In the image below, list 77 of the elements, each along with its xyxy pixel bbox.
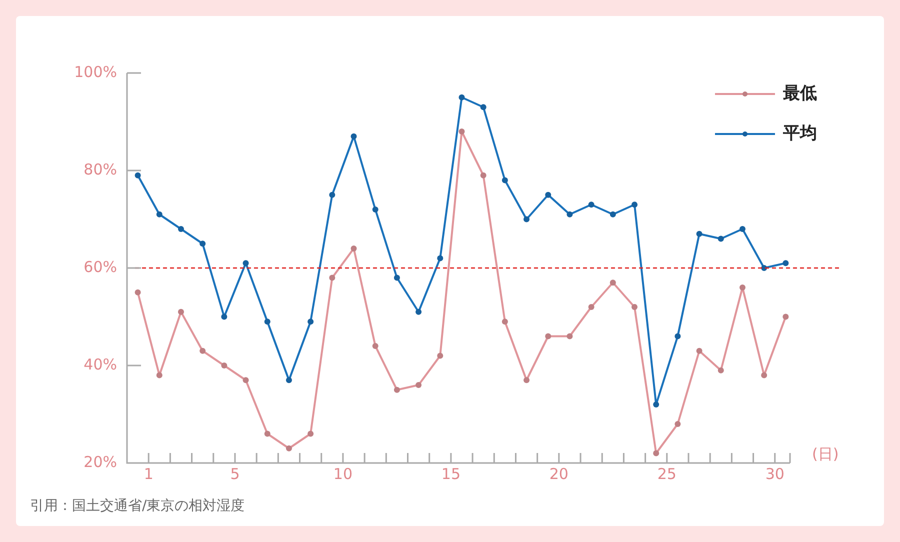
point	[545, 192, 552, 198]
legend-label: 平均	[782, 123, 817, 144]
x-axis-title: (日)	[812, 444, 839, 463]
point	[632, 202, 638, 208]
x-tick-label: 25	[657, 464, 676, 483]
point	[134, 289, 141, 296]
point	[156, 211, 162, 218]
point	[286, 445, 292, 452]
point	[653, 402, 660, 408]
point	[264, 430, 270, 437]
point	[221, 314, 228, 320]
point	[350, 133, 357, 140]
point	[242, 377, 249, 384]
point	[458, 94, 465, 100]
point	[178, 226, 184, 232]
point	[782, 260, 789, 266]
point	[696, 348, 702, 354]
point	[394, 386, 400, 393]
point	[480, 172, 486, 178]
y-tick-label: 60%	[84, 258, 117, 276]
point	[458, 128, 465, 134]
point	[242, 260, 249, 266]
point	[588, 304, 594, 310]
point	[782, 314, 789, 320]
point	[134, 172, 141, 178]
x-tick-label: 5	[230, 464, 240, 483]
point	[739, 226, 746, 232]
point	[718, 367, 724, 374]
point	[416, 308, 422, 315]
point	[653, 450, 660, 456]
legend-label: 最低	[782, 83, 817, 104]
x-tick-label: 1	[144, 464, 154, 483]
point	[480, 104, 486, 110]
point	[350, 246, 357, 252]
y-tick-label: 100%	[74, 62, 117, 81]
point	[502, 318, 508, 325]
point	[545, 333, 552, 340]
point	[524, 377, 530, 384]
point	[588, 202, 594, 208]
point	[502, 177, 508, 184]
point	[674, 333, 681, 340]
point	[329, 192, 336, 198]
point	[200, 240, 206, 247]
point	[524, 216, 530, 222]
point	[286, 377, 292, 384]
point	[761, 372, 768, 378]
point	[437, 255, 444, 262]
y-tick-label: 40%	[84, 355, 117, 374]
point	[264, 318, 270, 325]
point	[566, 333, 573, 340]
point	[394, 274, 400, 281]
point	[200, 348, 206, 354]
x-tick-label: 15	[441, 464, 460, 483]
point	[696, 230, 702, 237]
point	[156, 372, 162, 378]
point	[632, 304, 638, 310]
point	[308, 430, 314, 437]
y-tick-label: 20%	[84, 452, 117, 471]
x-tick-label: 20	[549, 464, 568, 483]
point	[739, 284, 746, 290]
point	[416, 382, 422, 388]
point	[221, 362, 228, 368]
x-tick-label: 30	[765, 464, 784, 483]
point	[329, 274, 336, 281]
point	[610, 280, 616, 286]
point	[178, 308, 184, 315]
point	[718, 236, 724, 242]
point	[308, 318, 314, 325]
point	[372, 343, 378, 349]
point	[437, 352, 444, 359]
point	[566, 211, 573, 218]
text: 引用：国土交通省/東京の相対湿度	[30, 497, 245, 515]
y-tick-label: 80%	[84, 160, 117, 178]
point	[372, 206, 378, 212]
x-tick-label: 10	[333, 464, 353, 483]
point	[674, 421, 681, 427]
point	[610, 211, 616, 218]
